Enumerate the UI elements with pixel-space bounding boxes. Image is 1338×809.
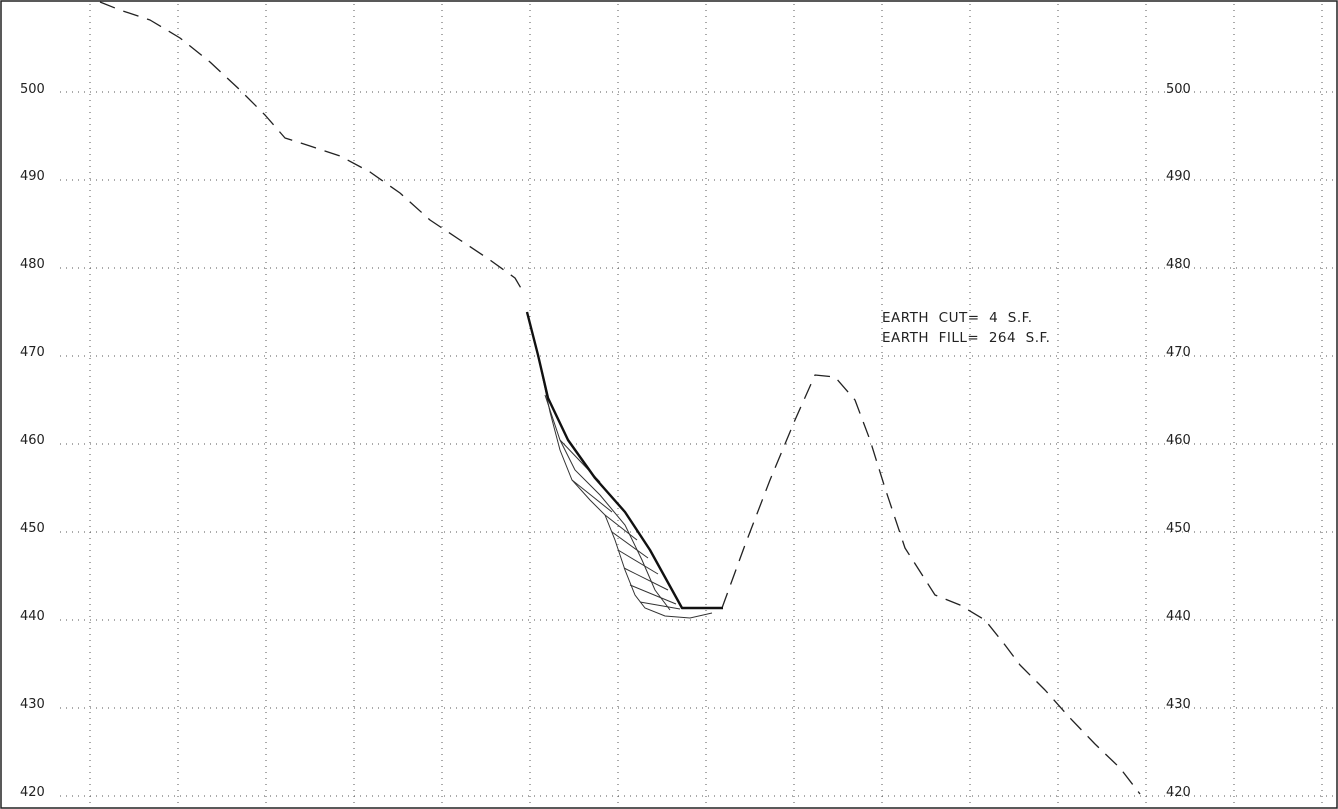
fill-boundary-inner [544,394,671,611]
fill-hatch-line [611,531,649,559]
right-label-440: 440 [1166,609,1191,624]
right-elevation-labels: 500 490 480 470 460 450 440 430 420 [1166,82,1191,800]
right-label-470: 470 [1166,345,1191,360]
vertical-grid-lines [89,4,1323,806]
fill-hatch-line [623,567,669,591]
right-label-480: 480 [1166,257,1191,272]
earth-cut-label: EARTH CUT= 4 S.F. [882,310,1033,326]
right-label-460: 460 [1166,433,1191,448]
left-label-490: 490 [20,169,45,184]
right-label-430: 430 [1166,697,1191,712]
right-label-500: 500 [1166,82,1191,97]
right-label-490: 490 [1166,169,1191,184]
fill-hatch-line [604,514,638,541]
fill-hatching [526,311,713,619]
proposed-grade-line [525,311,723,610]
left-label-420: 420 [20,785,45,800]
fill-hatch-line [629,584,677,605]
left-label-430: 430 [20,697,45,712]
existing-ground-line-east [721,374,1141,795]
right-label-450: 450 [1166,521,1191,536]
earthwork-annotation: EARTH CUT= 4 S.F. EARTH FILL= 264 S.F. [882,310,1050,346]
fill-hatch-line [571,479,613,513]
horizontal-grid-lines [60,91,1334,797]
left-label-470: 470 [20,345,45,360]
earth-fill-label: EARTH FILL= 264 S.F. [882,330,1050,346]
left-label-440: 440 [20,609,45,624]
left-label-460: 460 [20,433,45,448]
fill-hatch-line [639,601,681,610]
fill-boundary-line [526,311,713,619]
fill-hatch-line [617,549,659,575]
left-label-500: 500 [20,82,45,97]
left-elevation-labels: 500 490 480 470 460 450 440 430 420 [20,82,45,800]
right-label-420: 420 [1166,785,1191,800]
existing-ground-line [99,1,526,296]
left-label-450: 450 [20,521,45,536]
left-label-480: 480 [20,257,45,272]
